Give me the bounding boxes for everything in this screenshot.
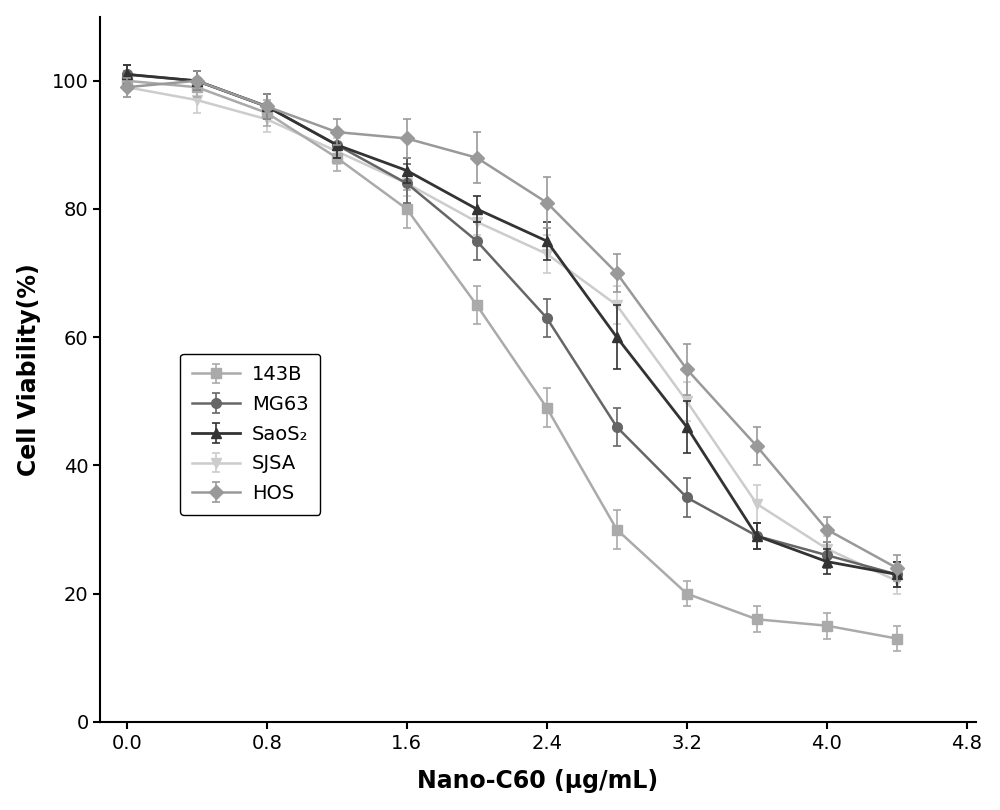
Y-axis label: Cell Viability(%): Cell Viability(%) xyxy=(17,263,41,475)
X-axis label: Nano-C60 (μg/mL): Nano-C60 (μg/mL) xyxy=(417,770,659,793)
Legend: 143B, MG63, SaoS₂, SJSA, HOS: 143B, MG63, SaoS₂, SJSA, HOS xyxy=(180,354,320,514)
